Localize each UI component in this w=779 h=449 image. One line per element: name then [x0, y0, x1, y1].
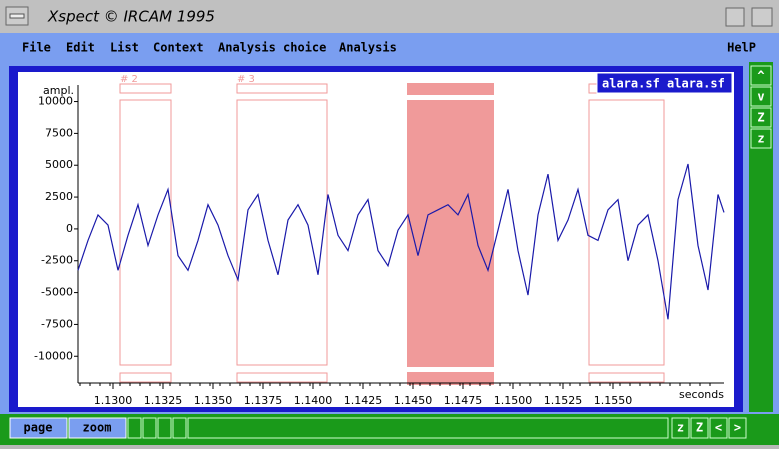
- x-tick-label: 1.1325: [144, 394, 183, 407]
- bottom-button[interactable]: [671, 417, 690, 439]
- region: [119, 99, 172, 366]
- y-tick-label: -7500: [41, 317, 73, 330]
- region-bottom: [119, 372, 172, 383]
- side-button[interactable]: [750, 65, 772, 86]
- bottom-button-label[interactable]: <: [715, 421, 722, 435]
- region-gap: [407, 367, 494, 372]
- menu-item[interactable]: Context: [153, 41, 204, 55]
- menu-bar: [0, 33, 779, 62]
- bottom-button-label[interactable]: >: [734, 421, 741, 435]
- x-tick-label: 1.1475: [444, 394, 483, 407]
- y-tick-label: 7500: [45, 126, 73, 139]
- bottom-slot: [157, 417, 172, 439]
- title-bar: [0, 0, 779, 33]
- maximize-button[interactable]: [751, 7, 773, 27]
- menu-item[interactable]: File: [22, 41, 51, 55]
- side-button-label[interactable]: v: [757, 90, 764, 104]
- x-tick-label: 1.1525: [544, 394, 583, 407]
- bottom-tab-label[interactable]: zoom: [83, 421, 112, 435]
- menu-item[interactable]: Analysis choice: [218, 41, 326, 55]
- y-axis-label: ampl.: [43, 84, 74, 97]
- menu-item[interactable]: Analysis: [339, 41, 397, 55]
- x-tick-label: 1.1450: [394, 394, 433, 407]
- bottom-tab[interactable]: [9, 417, 68, 439]
- menu-item[interactable]: List: [110, 41, 139, 55]
- bottom-tab[interactable]: [68, 417, 127, 439]
- x-tick-label: 1.1550: [594, 394, 633, 407]
- side-button-label[interactable]: Z: [757, 111, 764, 125]
- side-button-label[interactable]: z: [757, 132, 764, 146]
- x-tick-label: 1.1350: [194, 394, 233, 407]
- region: [236, 99, 328, 366]
- bottom-button[interactable]: [709, 417, 728, 439]
- region-top: [236, 83, 328, 94]
- y-tick-label: -2500: [41, 254, 73, 267]
- bottom-button-label[interactable]: z: [677, 421, 684, 435]
- bottom-tab-label[interactable]: page: [24, 421, 53, 435]
- y-tick-label: 0: [66, 222, 73, 235]
- y-tick-label: 10000: [38, 95, 73, 108]
- side-button[interactable]: [750, 107, 772, 128]
- y-tick-label: 2500: [45, 190, 73, 203]
- region-label: # 3: [237, 74, 255, 85]
- menu-help[interactable]: HelP: [727, 41, 756, 55]
- bottom-slot: [127, 417, 142, 439]
- region-top: [119, 83, 172, 94]
- selected-region: [407, 83, 494, 385]
- bottom-button[interactable]: [728, 417, 747, 439]
- x-axis-label: seconds: [679, 388, 724, 401]
- side-button[interactable]: [750, 128, 772, 149]
- file-popup-label[interactable]: alara.sf alara.sf: [602, 77, 725, 91]
- scrollbar[interactable]: [187, 417, 669, 439]
- bottom-slot: [172, 417, 187, 439]
- region: [588, 99, 665, 366]
- region-gap: [407, 95, 494, 100]
- side-button-label[interactable]: ^: [757, 69, 764, 83]
- file-popup[interactable]: [596, 72, 733, 94]
- x-tick-label: 1.1300: [94, 394, 133, 407]
- bottom-button[interactable]: [690, 417, 709, 439]
- menu-item[interactable]: Edit: [66, 41, 95, 55]
- window-title: Xspect © IRCAM 1995: [47, 8, 215, 26]
- x-tick-label: 1.1500: [494, 394, 533, 407]
- y-tick-label: 5000: [45, 158, 73, 171]
- y-tick-label: -5000: [41, 286, 73, 299]
- region-label: # 2: [120, 74, 138, 85]
- x-tick-label: 1.1425: [344, 394, 383, 407]
- minimize-button[interactable]: [725, 7, 745, 27]
- bottom-slot: [142, 417, 157, 439]
- x-tick-label: 1.1400: [294, 394, 333, 407]
- waveform: [77, 163, 725, 320]
- x-tick-label: 1.1375: [244, 394, 283, 407]
- y-tick-label: -10000: [34, 349, 73, 362]
- region-bottom: [588, 372, 665, 383]
- side-button[interactable]: [750, 86, 772, 107]
- region-bottom: [236, 372, 328, 383]
- bottom-button-label[interactable]: Z: [696, 421, 703, 435]
